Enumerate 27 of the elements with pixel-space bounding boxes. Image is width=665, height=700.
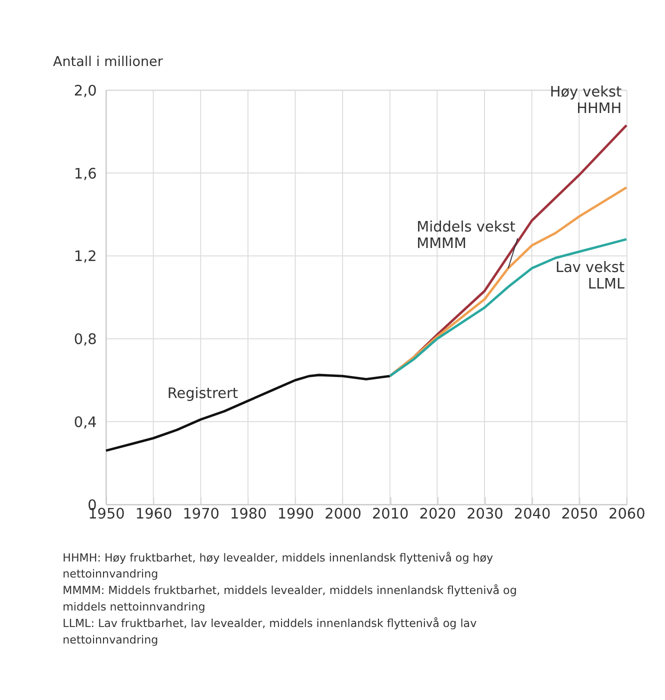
series-label: Registrert xyxy=(167,386,238,402)
x-tick-label: 2020 xyxy=(419,506,456,522)
y-tick-label: 0,8 xyxy=(74,332,97,348)
x-tick-label: 2030 xyxy=(466,506,504,522)
x-tick-label: 2040 xyxy=(514,506,551,522)
line-series xyxy=(388,186,628,378)
y-axis-title: Antall i millioner xyxy=(53,54,164,70)
line-series xyxy=(388,238,628,378)
text: MMMM: Middels fruktbarhet, middels levealder, middels innenlandsk flyttenivå og middels nettoinnvandring xyxy=(62,584,517,614)
text: LLML: Lav fruktbarhet, lav levealder, middels innenlandsk flyttenivå og lav nettoinnvandring xyxy=(62,616,478,646)
y-tick-label: 0,4 xyxy=(74,414,97,431)
x-tick-label: 2050 xyxy=(561,506,598,522)
series-label: Lav vekst LLML xyxy=(556,260,625,292)
y-tick-label: 2,0 xyxy=(74,83,97,100)
series-label: Middels vekst MMMM xyxy=(416,220,516,252)
x-tick-label: 1990 xyxy=(277,506,314,522)
line-series xyxy=(104,374,392,452)
x-tick-label: 1970 xyxy=(182,506,220,522)
series-label: Høy vekst HHMH xyxy=(550,84,622,117)
x-tick-label: 2000 xyxy=(324,506,362,522)
x-tick-label: 1980 xyxy=(230,506,267,522)
y-tick-label: 1,2 xyxy=(74,249,97,266)
x-tick-label: 2060 xyxy=(608,506,646,522)
x-tick-label: 1960 xyxy=(135,506,172,522)
text: HHMH: Høy fruktbarhet, høy levealder, middels innenlandsk flyttenivå og høy nettoinnvandring xyxy=(62,551,494,581)
x-tick-label: 2010 xyxy=(372,506,409,522)
y-tick-label: 1,6 xyxy=(74,166,97,182)
